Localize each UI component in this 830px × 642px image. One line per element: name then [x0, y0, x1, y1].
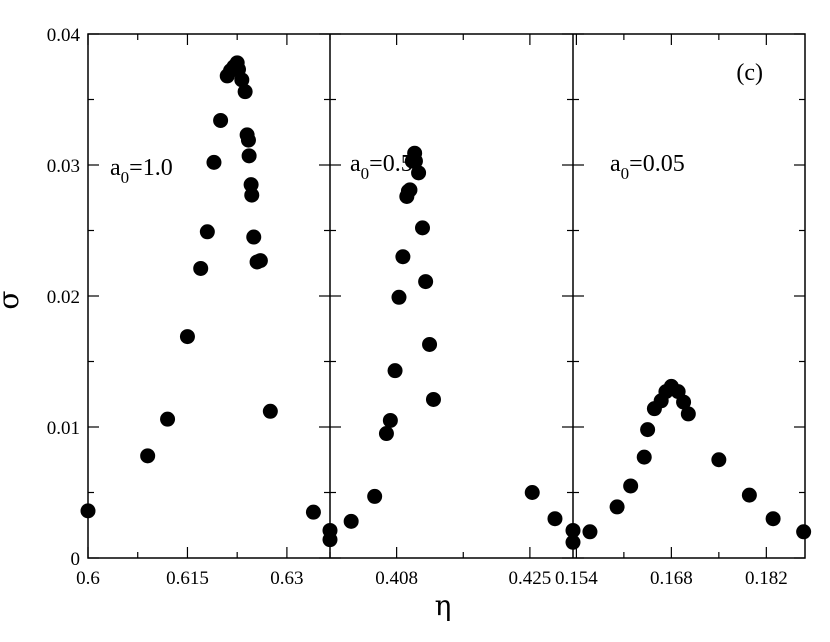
plot-frame — [87, 33, 806, 559]
data-point — [140, 448, 156, 464]
label-subscript: 0 — [361, 164, 370, 183]
data-point — [241, 148, 257, 164]
data-point — [640, 422, 656, 438]
data-point — [411, 165, 427, 181]
label-symbol: a — [610, 151, 621, 177]
data-point — [796, 524, 812, 540]
data-point — [391, 289, 407, 305]
data-point — [234, 72, 250, 88]
x-tick-label: 0.425 — [509, 568, 552, 589]
data-point — [609, 499, 625, 515]
data-point — [244, 187, 260, 203]
panel-parameter-label: a0=0.05 — [610, 151, 685, 183]
data-point — [240, 132, 256, 148]
data-point — [680, 406, 696, 422]
x-tick-label: 0.63 — [270, 568, 303, 589]
data-point — [252, 253, 268, 269]
data-point — [378, 426, 394, 442]
data-point — [636, 449, 652, 465]
data-point — [524, 485, 540, 500]
data-point — [305, 504, 321, 520]
label-symbol: a — [110, 155, 121, 181]
y-tick-labels: 0 0.01 0.02 0.03 0.04 — [47, 25, 81, 570]
data-point — [246, 229, 262, 245]
label-value: =1.0 — [129, 155, 173, 181]
label-subscript: 0 — [121, 168, 130, 187]
data-point — [395, 249, 411, 265]
data-point — [206, 154, 222, 170]
data-point — [322, 532, 338, 548]
label-subscript: 0 — [621, 164, 630, 183]
data-point — [711, 452, 727, 468]
x-tick-label: 0.182 — [745, 568, 788, 589]
data-point — [179, 329, 195, 345]
data-point — [414, 220, 430, 236]
data-point — [382, 412, 398, 428]
y-tick-label: 0.02 — [47, 287, 80, 308]
axis-ticks — [87, 33, 805, 559]
panel-labels: a0=1.0 a0=0.5 a0=0.05 — [110, 151, 685, 187]
data-points — [80, 55, 812, 550]
x-tick-label: 0.6 — [76, 568, 100, 589]
data-point — [387, 363, 403, 379]
y-tick-label: 0 — [71, 549, 81, 570]
data-point — [367, 488, 383, 504]
panel-c-label: (c) — [736, 60, 763, 86]
data-point — [407, 153, 423, 169]
x-tick-label: 0.154 — [555, 568, 598, 589]
data-point — [623, 478, 639, 494]
y-tick-label: 0.03 — [47, 156, 80, 177]
data-point — [80, 503, 96, 519]
data-point — [213, 112, 229, 128]
y-tick-label: 0.04 — [47, 25, 81, 46]
x-axis-label: η — [435, 589, 452, 622]
data-point — [676, 394, 692, 410]
data-point — [741, 487, 757, 503]
data-point — [565, 534, 581, 550]
x-tick-labels: 0.6 0.615 0.63 0.408 0.425 0.154 0.168 0.182 — [76, 568, 788, 589]
data-point — [565, 522, 581, 538]
data-point — [422, 336, 438, 352]
data-point — [765, 511, 781, 527]
y-axis-label: σ — [0, 290, 25, 309]
x-tick-label: 0.615 — [166, 568, 209, 589]
data-point — [402, 182, 418, 198]
data-point — [425, 391, 441, 407]
label-symbol: a — [350, 151, 361, 177]
panel-parameter-label: a0=0.5 — [350, 151, 413, 183]
plot-border — [87, 33, 806, 559]
data-point — [237, 84, 253, 100]
data-point — [418, 274, 434, 290]
data-point — [199, 224, 215, 240]
data-point — [160, 411, 176, 427]
data-point — [193, 260, 209, 276]
x-tick-label: 0.168 — [650, 568, 693, 589]
data-point — [262, 403, 278, 419]
y-tick-label: 0.01 — [47, 418, 80, 439]
label-value: =0.05 — [629, 151, 685, 177]
data-point — [343, 513, 359, 529]
label-value: =0.5 — [369, 151, 413, 177]
panel-parameter-label: a0=1.0 — [110, 155, 173, 187]
x-tick-label: 0.408 — [375, 568, 418, 589]
data-point — [582, 524, 598, 540]
data-point — [547, 511, 563, 527]
